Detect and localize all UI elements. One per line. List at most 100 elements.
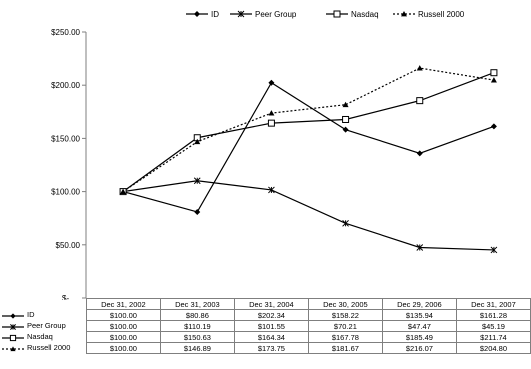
data-table: Dec 31, 2002 Dec 31, 2003 Dec 31, 2004 Dec … (0, 298, 531, 354)
table-cell: $150.63 (159, 331, 235, 343)
data-point (416, 150, 423, 157)
table-cell: $158.22 (307, 309, 383, 321)
category-label: Dec 29, 2006 (381, 298, 457, 310)
series-line-1 (122, 180, 494, 251)
data-point (490, 123, 497, 130)
table-cell: $146.89 (159, 342, 235, 354)
data-point (416, 97, 424, 105)
category-label: Dec 30, 2005 (307, 298, 383, 310)
series-line-3 (122, 67, 495, 193)
legend-marker (401, 11, 407, 17)
data-point (490, 69, 498, 77)
table-row: ID $100.00 $80.86 $202.34 $158.22 $135.94 $161… (0, 309, 531, 321)
table-row: Russell 2000 $100.00 $146.89 $173.75 $181.67… (0, 342, 531, 354)
legend-label: Russell 2000 (418, 10, 465, 19)
row-key-marker (10, 323, 16, 330)
table-cell: $211.74 (455, 331, 531, 343)
legend-entry: Peer Group (230, 10, 297, 19)
data-point (268, 79, 275, 86)
table-cell: $216.07 (381, 342, 457, 354)
row-header: ID (0, 310, 86, 321)
legend-entry: Russell 2000 (393, 10, 465, 19)
row-legend-key (2, 312, 24, 319)
y-tick-label: $150.00 (51, 134, 80, 143)
table-cell: $45.19 (455, 320, 531, 332)
legend-label: Peer Group (255, 10, 297, 19)
table-cell: $100.00 (85, 331, 161, 343)
table-cell: $167.78 (307, 331, 383, 343)
data-point (416, 65, 423, 71)
line-chart: ID Peer Group Nasdaq Russell 2000 $-$50.00$… (51, 10, 498, 300)
chart-legend: ID Peer Group Nasdaq Russell 2000 (186, 10, 465, 19)
row-key-marker (10, 312, 16, 319)
legend-label: Nasdaq (351, 10, 379, 19)
row-legend-key (2, 323, 24, 330)
table-cell: $47.47 (381, 320, 457, 332)
data-point (194, 138, 201, 145)
row-legend-key (2, 345, 24, 351)
category-label: Dec 31, 2007 (455, 298, 531, 310)
table-row: Nasdaq $100.00 $150.63 $164.34 $167.78 $185.4… (0, 331, 531, 343)
table-cell: $100.00 (85, 309, 161, 321)
legend-marker (333, 10, 341, 18)
table-cell: $181.67 (307, 342, 383, 354)
data-point (342, 126, 349, 133)
row-label: Nasdaq (27, 332, 53, 342)
row-label: ID (27, 310, 35, 320)
data-point (342, 219, 349, 227)
legend-label: ID (211, 10, 219, 19)
table-cell: $101.55 (233, 320, 309, 332)
category-label: Dec 31, 2003 (159, 298, 235, 310)
y-tick-label: $100.00 (51, 188, 80, 197)
chart-axes (82, 31, 87, 299)
table-cell: $100.00 (85, 320, 161, 332)
y-tick-label: $250.00 (51, 28, 80, 37)
row-key-marker (10, 345, 16, 351)
y-tick-label: $200.00 (51, 81, 80, 90)
row-legend-key (2, 334, 24, 341)
table-corner (0, 299, 86, 310)
row-label: Russell 2000 (27, 343, 71, 353)
row-header: Peer Group (0, 321, 86, 332)
table-cell: $173.75 (233, 342, 309, 354)
table-cell: $135.94 (381, 309, 457, 321)
row-header: Russell 2000 (0, 343, 86, 354)
series-markers (119, 65, 498, 254)
legend-marker (194, 11, 200, 17)
y-tick-label: $50.00 (56, 241, 81, 250)
series-line-0 (122, 81, 495, 213)
table-cell: $110.19 (159, 320, 235, 332)
table-cell: $202.34 (233, 309, 309, 321)
table-cell: $100.00 (85, 342, 161, 354)
table-body: ID $100.00 $80.86 $202.34 $158.22 $135.94 $161… (0, 309, 531, 354)
series-lines (122, 67, 495, 251)
y-tick-labels: $- $50.00 $100.00 $150.00 $200.00 $250.00 (51, 28, 80, 300)
category-label: Dec 31, 2004 (233, 298, 309, 310)
data-point (268, 110, 275, 116)
category-label: Dec 31, 2002 (85, 298, 161, 310)
table-cell: $80.86 (159, 309, 235, 321)
y-tick-label: $- (62, 294, 69, 300)
row-label: Peer Group (27, 321, 66, 331)
data-point (416, 244, 424, 251)
legend-marker (237, 10, 245, 18)
data-point (193, 177, 201, 185)
table-cell: $204.80 (455, 342, 531, 354)
data-point (342, 115, 350, 123)
row-header: Nasdaq (0, 332, 86, 343)
table-cell: $161.28 (455, 309, 531, 321)
data-point (268, 186, 275, 194)
legend-entry: ID (186, 10, 219, 19)
legend-entry: Nasdaq (326, 10, 379, 19)
data-point (120, 188, 127, 194)
table-header-row: Dec 31, 2002 Dec 31, 2003 Dec 31, 2004 Dec … (0, 298, 531, 310)
data-point (267, 119, 275, 127)
table-row: Peer Group $100.00 $110.19 $101.55 $70.21 $47… (0, 320, 531, 332)
data-point (490, 77, 497, 83)
data-point (194, 208, 201, 215)
table-cell: $164.34 (233, 331, 309, 343)
table-cell: $185.49 (381, 331, 457, 343)
table-cell: $70.21 (307, 320, 383, 332)
row-key-marker (9, 334, 17, 341)
data-point (342, 101, 349, 108)
